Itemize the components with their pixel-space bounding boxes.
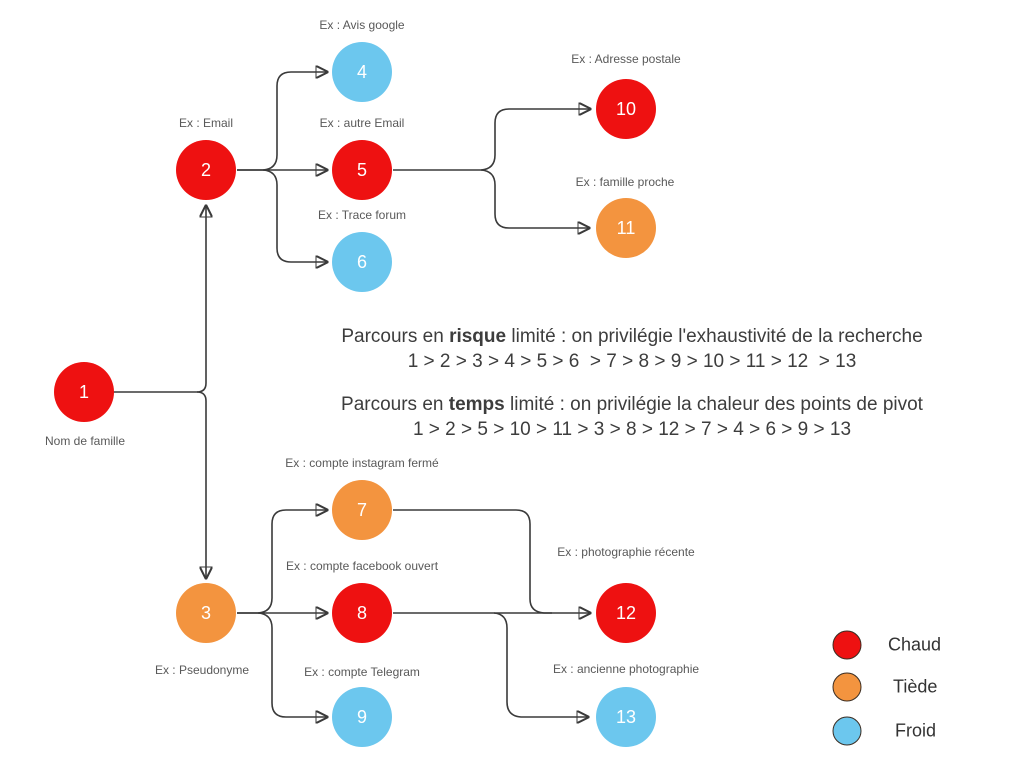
node-4-caption: Ex : Avis google (319, 18, 405, 32)
node-13-caption: Ex : ancienne photographie (552, 662, 700, 676)
edge-5-10 (393, 109, 590, 171)
legend-label-froid: Froid (895, 720, 937, 741)
annotation-temps: Parcours en temps limité : on privilégie… (247, 392, 1017, 442)
node-8: 8 (332, 583, 392, 643)
node-4: 4 (332, 42, 392, 102)
node-1-caption: Nom de famille (44, 434, 126, 448)
node-12: 12 (596, 583, 656, 643)
legend-circle-tiede (832, 672, 862, 702)
annotation-risque: Parcours en risque limité : on privilégi… (247, 324, 1017, 374)
edge-2-6 (262, 169, 327, 262)
annotation-temps-prefix: Parcours en (341, 394, 449, 415)
edge-3-9 (257, 612, 327, 717)
node-6-caption: Ex : Trace forum (317, 208, 407, 222)
node-6: 6 (332, 232, 392, 292)
edge-5-11 (480, 169, 589, 228)
annotation-temps-keyword: temps (448, 394, 505, 415)
annotation-risque-keyword: risque (449, 326, 507, 347)
node-9: 9 (332, 687, 392, 747)
legend-circle-froid (832, 716, 862, 746)
edge-2-4 (237, 72, 327, 171)
legend-label-chaud: Chaud (888, 634, 942, 655)
annotation-risque-prefix: Parcours en (341, 326, 450, 347)
legend-circle-chaud (832, 630, 862, 660)
edge-8-13 (493, 612, 588, 717)
node-7: 7 (332, 480, 392, 540)
annotation-temps-suffix: limité : on privilégie la chaleur des po… (504, 394, 923, 415)
node-2: 2 (176, 140, 236, 200)
edge-1-3 (196, 391, 206, 578)
edge-3-7 (237, 510, 327, 614)
node-2-caption: Ex : Email (178, 116, 234, 130)
node-3-caption: Ex : Pseudonyme (154, 663, 250, 677)
node-5-caption: Ex : autre Email (319, 116, 405, 130)
node-10: 10 (596, 79, 656, 139)
node-3: 3 (176, 583, 236, 643)
edge-1-2 (113, 206, 206, 393)
node-1: 1 (54, 362, 114, 422)
annotation-temps-sentence: Parcours en temps limité : on privilégie… (247, 392, 1017, 417)
node-13: 13 (596, 687, 656, 747)
node-12-caption: Ex : photographie récente (557, 545, 695, 559)
node-7-caption: Ex : compte instagram fermé (285, 456, 439, 470)
node-8-caption: Ex : compte facebook ouvert (285, 559, 439, 573)
legend-label-tiede: Tiède (893, 676, 938, 697)
node-9-caption: Ex : compte Telegram (304, 665, 420, 679)
node-5: 5 (332, 140, 392, 200)
annotation-risque-suffix: limité : on privilégie l'exhaustivité de… (506, 326, 923, 347)
edge-7-12 (393, 509, 552, 614)
annotation-risque-sequence: 1 > 2 > 3 > 4 > 5 > 6 > 7 > 8 > 9 > 10 >… (407, 351, 857, 372)
node-11: 11 (596, 198, 656, 258)
annotation-temps-sequence: 1 > 2 > 5 > 10 > 11 > 3 > 8 > 12 > 7 > 4… (412, 419, 852, 440)
annotation-risque-sentence: Parcours en risque limité : on privilégi… (247, 324, 1017, 349)
node-10-caption: Ex : Adresse postale (571, 52, 681, 66)
node-11-caption: Ex : famille proche (575, 175, 675, 189)
